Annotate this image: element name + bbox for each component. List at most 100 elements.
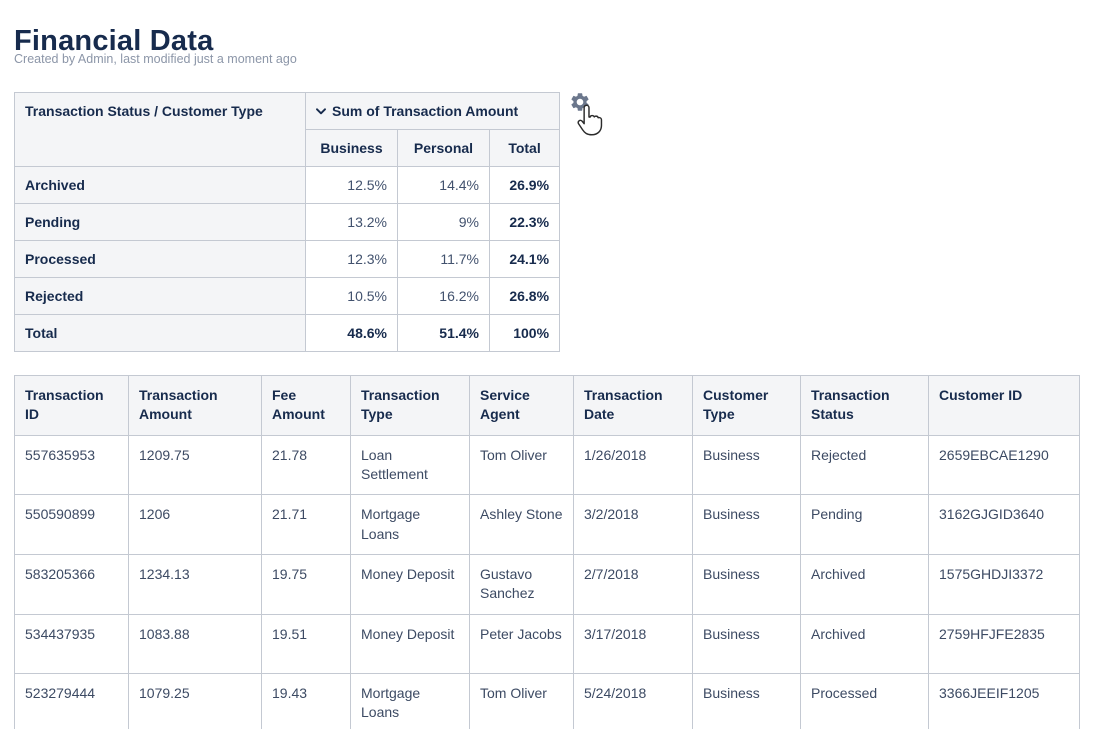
pivot-value-cell: 51.4% (397, 314, 490, 352)
records-cell: 550590899 (14, 494, 129, 555)
records-cell: 3366JEEIF1205 (928, 672, 1080, 729)
pivot-value-cell: 11.7% (397, 240, 490, 278)
records-cell: Pending (800, 494, 929, 555)
pivot-row-archived: Archived 12.5% 14.4% 26.9% (14, 166, 561, 204)
records-cell: Money Deposit (350, 613, 470, 674)
records-table: Transaction ID Transaction Amount Fee Am… (14, 375, 1080, 729)
pivot-col-header-total: Total (488, 129, 561, 167)
records-header-cell: Service Agent (469, 375, 574, 436)
records-cell: 21.78 (261, 434, 351, 496)
records-cell: Archived (800, 613, 929, 674)
records-header-cell: Customer Type (692, 375, 801, 436)
table-row: 583205366 1234.13 19.75 Money Deposit Gu… (14, 553, 1080, 615)
records-cell: 3162GJGID3640 (928, 494, 1080, 555)
records-cell: Business (692, 613, 801, 674)
records-cell: Business (692, 672, 801, 729)
records-cell: Tom Oliver (469, 672, 574, 729)
pivot-row-label: Processed (14, 240, 306, 278)
chevron-down-icon (316, 102, 326, 118)
records-cell: Business (692, 553, 801, 615)
records-cell: 5/24/2018 (573, 672, 693, 729)
records-header-cell: Transaction Status (800, 375, 929, 436)
pivot-value-cell: 10.5% (305, 277, 398, 315)
records-cell: 523279444 (14, 672, 129, 729)
pivot-total-cell: 26.8% (488, 277, 561, 315)
records-cell: 2659EBCAE1290 (928, 434, 1080, 496)
pivot-total-cell: 22.3% (488, 203, 561, 241)
records-cell: 1206 (128, 494, 262, 555)
records-header-cell: Transaction Date (573, 375, 693, 436)
table-row: 550590899 1206 21.71 Mortgage Loans Ashl… (14, 494, 1080, 555)
pivot-value-cell: 12.3% (305, 240, 398, 278)
records-cell: Archived (800, 553, 929, 615)
records-table-container: Transaction ID Transaction Amount Fee Am… (14, 375, 1080, 729)
records-cell: 19.51 (261, 613, 351, 674)
records-cell: Ashley Stone (469, 494, 574, 555)
pivot-col-header-business: Business (305, 129, 398, 167)
records-cell: Peter Jacobs (469, 613, 574, 674)
table-row: 557635953 1209.75 21.78 Loan Settlement … (14, 434, 1080, 496)
pivot-table-container: Transaction Status / Customer Type Sum o… (14, 92, 561, 352)
pivot-total-cell: 26.9% (488, 166, 561, 204)
records-cell: 3/17/2018 (573, 613, 693, 674)
records-cell: Gustavo Sanchez (469, 553, 574, 615)
pivot-row-label: Rejected (14, 277, 306, 315)
pivot-value-header[interactable]: Sum of Transaction Amount (304, 92, 561, 130)
records-cell: Business (692, 434, 801, 496)
records-cell: 21.71 (261, 494, 351, 555)
pivot-value-cell: 14.4% (397, 166, 490, 204)
gear-icon[interactable] (569, 91, 591, 113)
pivot-value-cell: 16.2% (397, 277, 490, 315)
pivot-value-header-label: Sum of Transaction Amount (332, 103, 519, 119)
table-row: 534437935 1083.88 19.51 Money Deposit Pe… (14, 613, 1080, 674)
byline: Created by Admin, last modified just a m… (14, 52, 297, 66)
records-cell: 1/26/2018 (573, 434, 693, 496)
records-header-cell: Transaction Type (350, 375, 470, 436)
records-header-cell: Transaction Amount (128, 375, 262, 436)
records-cell: Loan Settlement (350, 434, 470, 496)
records-cell: 1575GHDJI3372 (928, 553, 1080, 615)
pivot-row-rejected: Rejected 10.5% 16.2% 26.8% (14, 277, 561, 315)
records-header-cell: Customer ID (928, 375, 1080, 436)
records-cell: Business (692, 494, 801, 555)
pivot-total-cell: 100% (488, 314, 561, 352)
records-cell: 583205366 (14, 553, 129, 615)
pivot-value-cell: 13.2% (305, 203, 398, 241)
records-header-cell: Fee Amount (261, 375, 351, 436)
records-cell: 19.75 (261, 553, 351, 615)
records-cell: 557635953 (14, 434, 129, 496)
records-cell: 1234.13 (128, 553, 262, 615)
records-cell: Processed (800, 672, 929, 729)
pivot-value-cell: 48.6% (305, 314, 398, 352)
records-cell: 2759HFJFE2835 (928, 613, 1080, 674)
records-cell: 1079.25 (128, 672, 262, 729)
records-cell: Tom Oliver (469, 434, 574, 496)
pivot-row-pending: Pending 13.2% 9% 22.3% (14, 203, 561, 241)
pivot-row-total: Total 48.6% 51.4% 100% (14, 314, 561, 352)
records-cell: Money Deposit (350, 553, 470, 615)
pivot-table: Transaction Status / Customer Type Sum o… (14, 92, 561, 352)
pivot-axis-header: Transaction Status / Customer Type (14, 92, 306, 167)
records-cell: 1083.88 (128, 613, 262, 674)
page-title: Financial Data (14, 25, 214, 58)
pivot-row-label: Total (14, 314, 306, 352)
records-cell: Mortgage Loans (350, 672, 470, 729)
records-cell: 3/2/2018 (573, 494, 693, 555)
pivot-value-cell: 12.5% (305, 166, 398, 204)
pivot-col-header-personal: Personal (397, 129, 490, 167)
records-cell: 19.43 (261, 672, 351, 729)
pivot-row-processed: Processed 12.3% 11.7% 24.1% (14, 240, 561, 278)
records-header-row: Transaction ID Transaction Amount Fee Am… (14, 375, 1080, 436)
pivot-total-cell: 24.1% (488, 240, 561, 278)
pivot-row-label: Pending (14, 203, 306, 241)
records-cell: 534437935 (14, 613, 129, 674)
table-row: 523279444 1079.25 19.43 Mortgage Loans T… (14, 672, 1080, 729)
records-header-cell: Transaction ID (14, 375, 129, 436)
records-cell: 1209.75 (128, 434, 262, 496)
pivot-value-cell: 9% (397, 203, 490, 241)
records-cell: Rejected (800, 434, 929, 496)
records-cell: 2/7/2018 (573, 553, 693, 615)
pivot-row-label: Archived (14, 166, 306, 204)
records-cell: Mortgage Loans (350, 494, 470, 555)
